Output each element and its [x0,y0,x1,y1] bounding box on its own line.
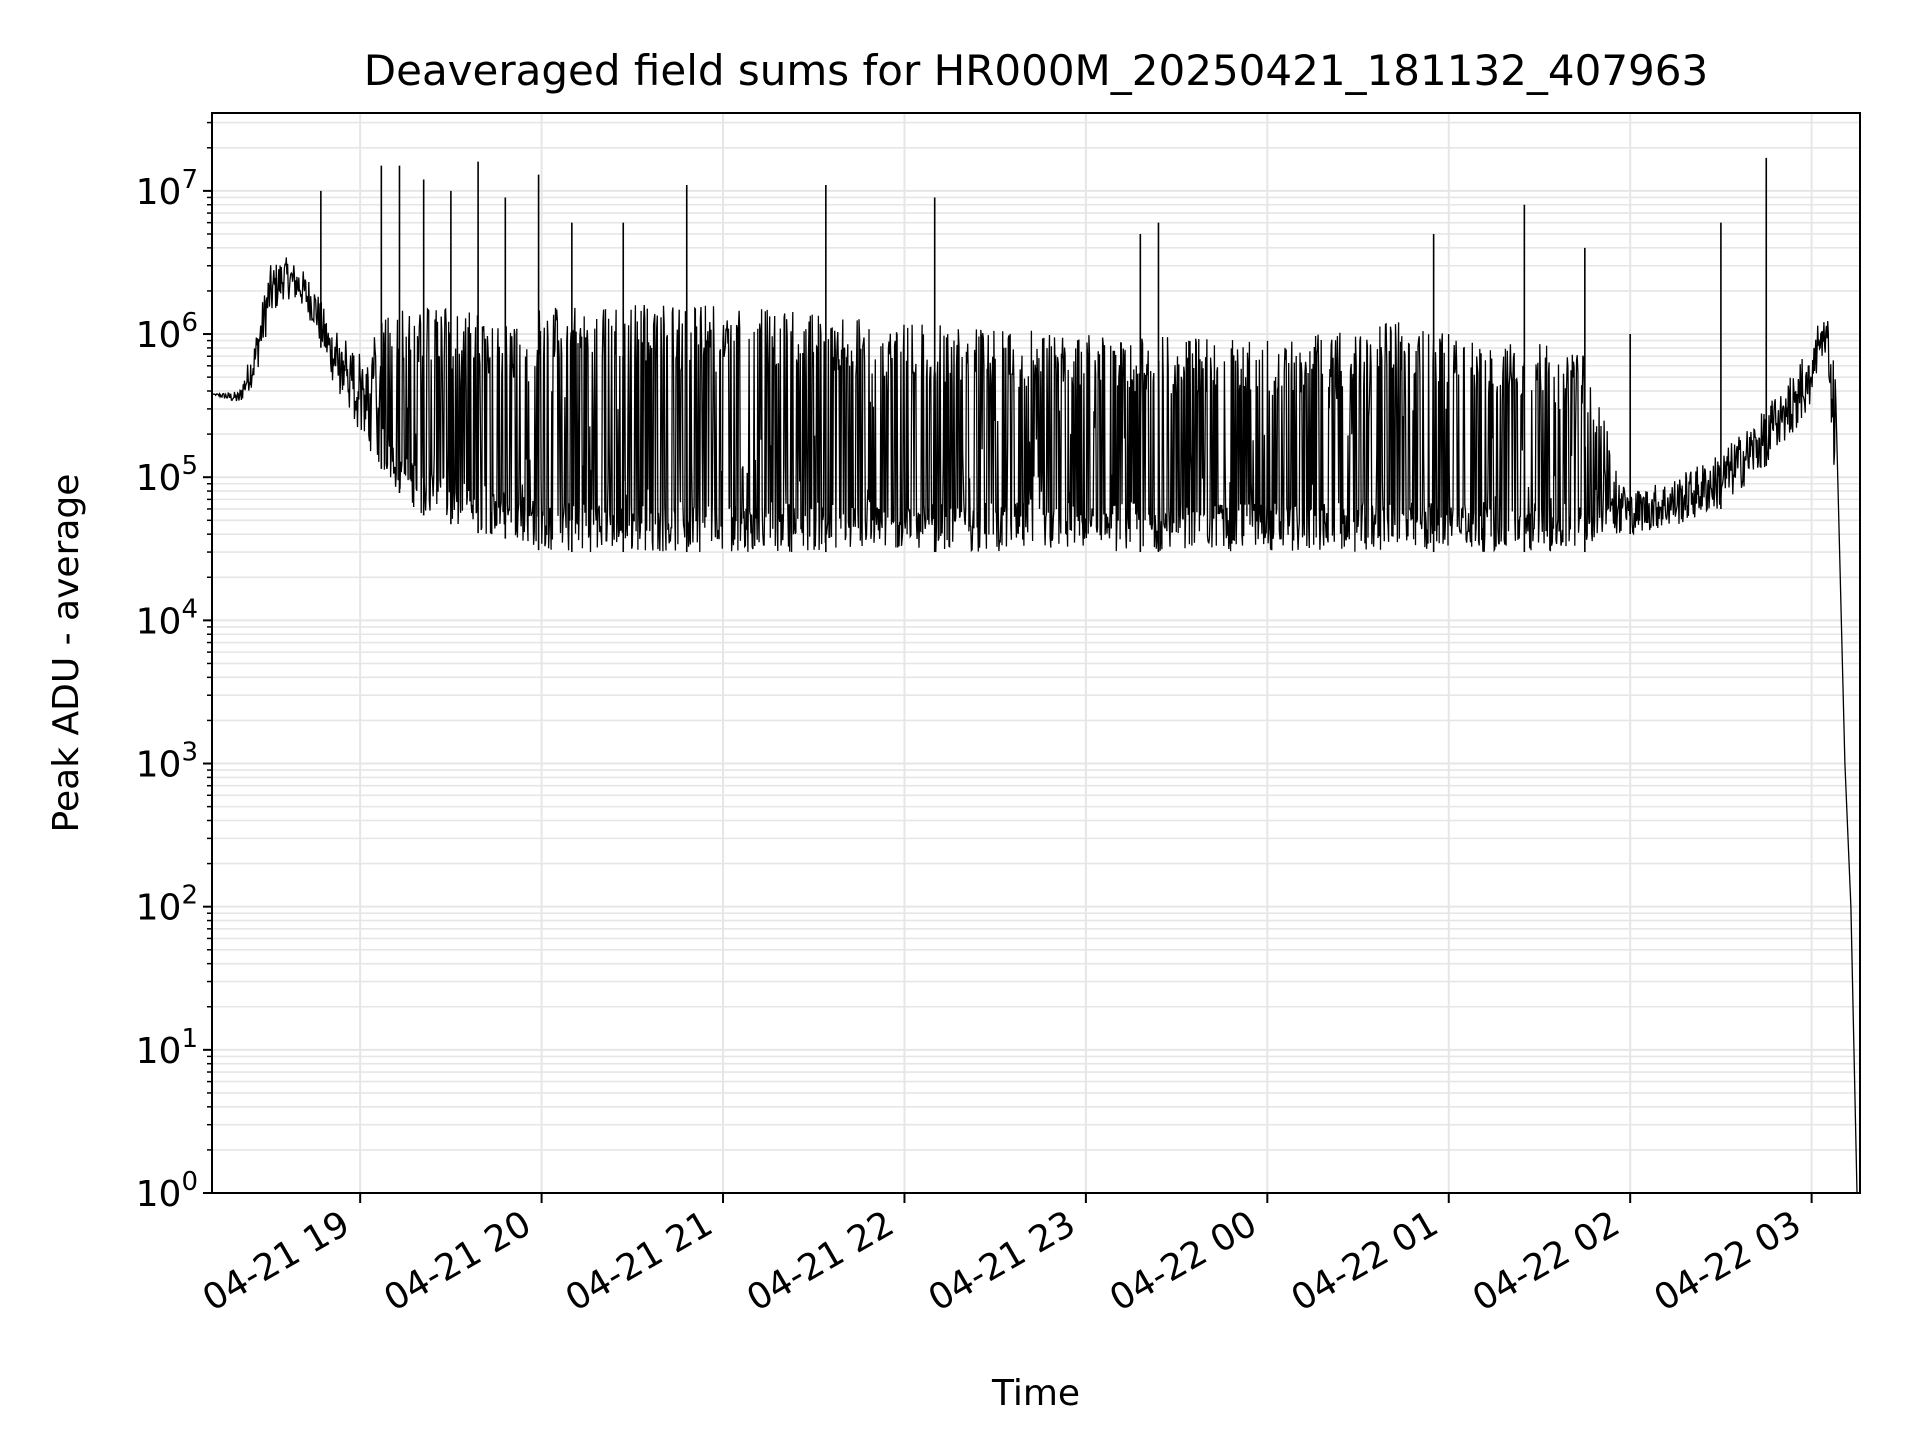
chart-title: Deaveraged field sums for HR000M_2025042… [364,46,1708,95]
y-tick-label: 100 [136,1167,198,1215]
y-tick-label: 105 [136,451,198,499]
y-tick-label: 106 [136,308,198,356]
x-axis-label: Time [991,1373,1080,1414]
y-tick-label: 101 [136,1024,198,1072]
series-line [212,157,1858,1193]
y-tick-label: 104 [136,594,198,642]
y-tick-label: 107 [136,165,198,213]
y-tick-label: 102 [136,881,198,929]
plot-frame [211,112,1861,1194]
y-axis: 100 101 102 103 104 105 106 107 [136,121,212,1215]
y-tick-label: 103 [136,738,198,786]
series-path [212,257,1858,1193]
y-axis-label: Peak ADU - average [46,474,87,833]
